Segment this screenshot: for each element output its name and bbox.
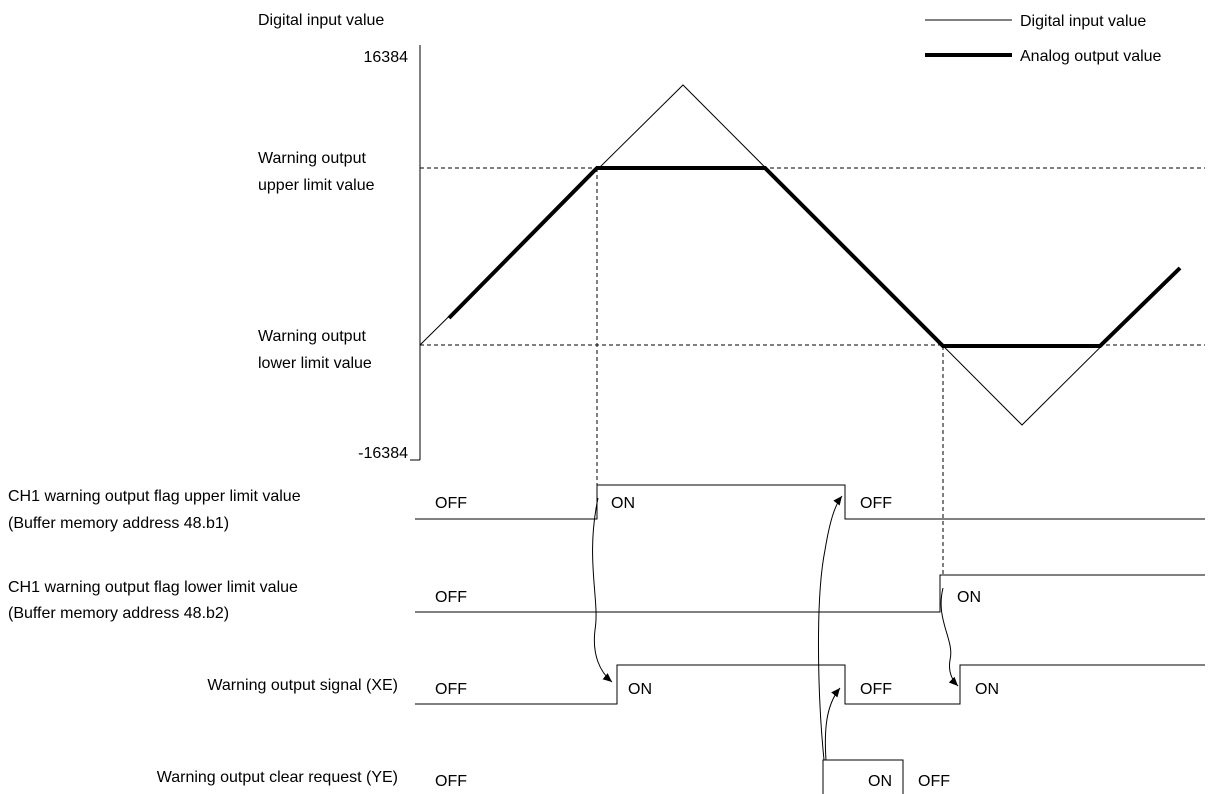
signal-label: (Buffer memory address 48.b2) [8,605,229,622]
ye-signal [822,759,904,794]
arrow [592,497,613,683]
signal-label: Warning output signal (XE) [207,677,398,694]
analog-output-line [447,166,1182,348]
state-label: ON [868,773,892,790]
state-label: ON [957,589,981,606]
axis-title: Digital input value [258,12,384,29]
digital-input-line [419,84,1181,426]
signal-label: CH1 warning output flag upper limit valu… [8,488,301,505]
legend-label: Digital input value [1020,13,1146,30]
state-label: OFF [860,495,892,512]
arrow [817,495,843,761]
lower-limit-label: lower limit value [258,355,372,372]
upper-limit-label: upper limit value [258,177,375,194]
arrow [824,687,841,761]
state-label: ON [975,681,999,698]
signal-label: (Buffer memory address 48.b1) [8,515,229,532]
xe-signal [415,664,1205,705]
state-label: ON [611,495,635,512]
upper-limit-label: Warning output [258,150,366,167]
signal-label: CH1 warning output flag lower limit valu… [8,579,298,596]
state-label: OFF [918,773,950,790]
state-label: OFF [435,773,467,790]
legend-label: Analog output value [1020,48,1162,65]
upper-flag-signal [415,484,1205,520]
lower-flag-signal [415,574,1205,613]
state-label: ON [628,681,652,698]
state-label: OFF [435,681,467,698]
state-label: OFF [860,681,892,698]
signal-label: Warning output clear request (YE) [157,769,398,786]
state-label: OFF [435,495,467,512]
axis-top-label: 16384 [364,49,409,66]
axis-bottom-label: -16384 [358,445,408,462]
state-label: OFF [435,589,467,606]
lower-limit-label: Warning output [258,328,366,345]
arrow [940,587,959,687]
